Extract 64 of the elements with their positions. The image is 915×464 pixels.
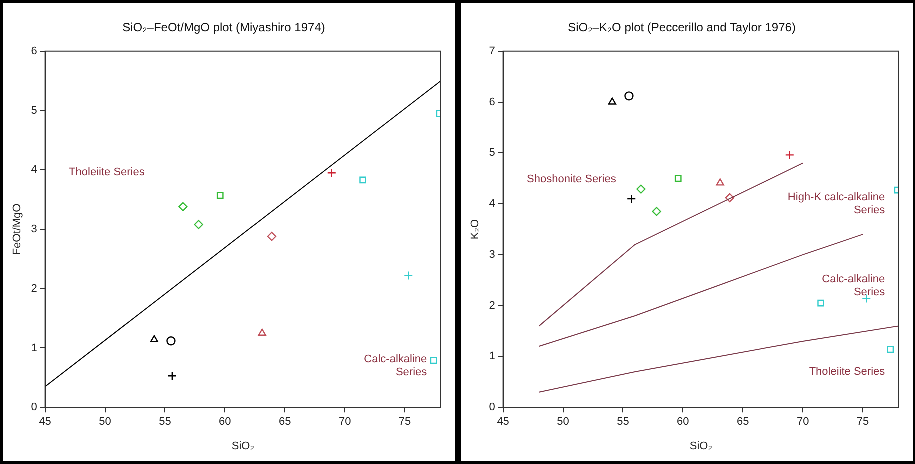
annotation: Tholeiite Series [809,366,886,378]
annotation: Shoshonite Series [527,174,617,186]
x-tick-label: 45 [497,416,510,428]
point [652,207,662,216]
point [216,192,224,200]
x-tick-label: 50 [99,416,112,428]
x-tick-label: 65 [737,416,750,428]
point [608,98,616,105]
annotation: Calc-alkaline Series [822,273,886,298]
point [636,184,646,194]
y-tick-label: 3 [31,224,38,236]
point [178,202,188,212]
point [887,346,894,354]
annotation: Tholeiite Series [69,166,146,179]
chart-title: SiO₂–FeOt/MgO plot (Miyashiro 1974) [122,20,326,35]
x-axis-title: SiO₂ [690,440,712,452]
y-tick-label: 4 [489,198,496,210]
x-tick-label: 75 [398,416,412,428]
x-tick-label: 65 [279,416,292,428]
point [674,175,682,182]
point [404,271,414,280]
y-tick-label: 6 [31,45,38,58]
point [150,335,158,343]
annotation: Calc-alkaline Series [364,354,428,379]
point [327,168,336,178]
y-tick-label: 1 [489,350,496,363]
point [166,336,176,346]
point [168,372,178,381]
y-tick-label: 7 [489,45,496,58]
point [818,300,824,307]
point [716,178,724,186]
x-tick-label: 55 [159,416,172,428]
y-tick-label: 0 [489,402,496,414]
y-tick-label: 5 [31,104,38,117]
point [267,232,277,242]
x-tick-label: 50 [557,416,570,428]
x-tick-label: 75 [856,416,870,428]
point [360,176,366,184]
y-axis-title: FeOt/MgO [12,203,24,256]
y-tick-label: 6 [489,96,496,108]
chart-title: SiO₂–K₂O plot (Peccerillo and Taylor 1976) [568,20,796,35]
x-tick-label: 70 [338,416,352,428]
y-tick-label: 5 [489,147,496,160]
y-tick-label: 3 [489,248,496,261]
y-tick-label: 4 [31,164,38,176]
y-tick-label: 0 [31,402,38,414]
point [430,357,438,364]
y-tick-label: 1 [31,342,38,354]
point [624,92,634,101]
y-axis-title: K₂O [470,218,482,240]
y-tick-label: 2 [489,300,496,312]
x-tick-label: 45 [39,416,52,428]
x-tick-label: 60 [677,416,690,428]
point [725,193,735,203]
x-tick-label: 70 [796,416,810,428]
y-tick-label: 2 [31,282,38,295]
x-axis-title: SiO₂ [232,440,254,452]
point [785,150,794,160]
annotation: High-K calc-alkaline Series [788,191,886,216]
point [627,194,636,204]
point [194,220,204,230]
x-tick-label: 55 [617,416,630,428]
point [258,328,266,336]
x-tick-label: 60 [219,416,232,428]
